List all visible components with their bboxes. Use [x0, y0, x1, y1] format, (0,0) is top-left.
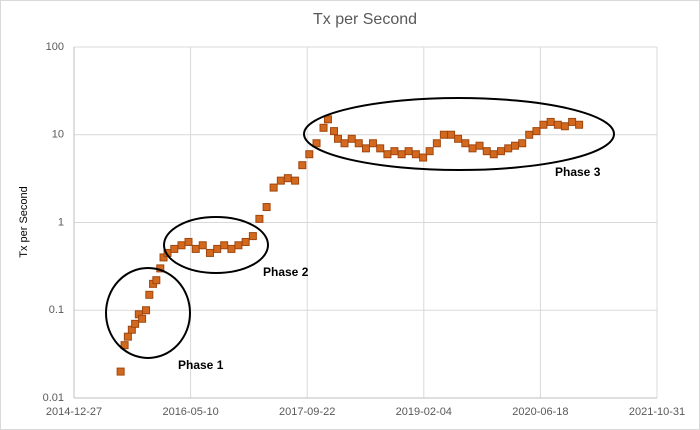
data-point — [323, 115, 332, 124]
data-point — [234, 241, 243, 250]
data-point — [454, 134, 463, 143]
data-point — [354, 139, 363, 148]
data-point — [145, 290, 154, 299]
data-point — [489, 150, 498, 159]
data-point — [546, 117, 555, 126]
data-point — [390, 147, 399, 156]
data-point — [123, 332, 132, 341]
chart-title: Tx per Second — [313, 11, 417, 28]
y-tick-label: 0.1 — [49, 304, 64, 316]
data-point — [496, 147, 505, 156]
data-point — [468, 144, 477, 153]
data-point — [568, 117, 577, 126]
data-point — [220, 241, 229, 250]
x-tick-label: 2020-06-18 — [512, 406, 568, 418]
data-point — [447, 130, 456, 139]
y-tick-label: 10 — [52, 129, 64, 141]
data-point — [397, 150, 406, 159]
data-point — [482, 147, 491, 156]
data-point — [269, 183, 278, 192]
phase-ellipse — [303, 97, 615, 171]
data-point — [248, 232, 257, 241]
data-point — [539, 120, 548, 129]
data-point — [198, 241, 207, 250]
data-point — [330, 127, 339, 136]
data-point — [340, 139, 349, 148]
data-point — [404, 147, 413, 156]
phase-ellipse — [163, 216, 269, 274]
data-point — [276, 176, 285, 185]
data-point — [262, 203, 271, 212]
data-point — [291, 176, 300, 185]
data-point — [553, 120, 562, 129]
data-point — [283, 174, 292, 183]
data-point — [510, 141, 519, 150]
data-point — [213, 244, 222, 253]
data-point — [368, 139, 377, 148]
data-point — [131, 319, 140, 328]
data-point — [439, 130, 448, 139]
data-point — [525, 130, 534, 139]
data-point — [177, 241, 186, 250]
x-tick-label: 2016-05-10 — [162, 406, 218, 418]
data-point — [560, 122, 569, 131]
data-point — [152, 276, 161, 285]
data-point — [116, 367, 125, 376]
annotation: Phase 3 — [555, 165, 601, 179]
data-point — [319, 123, 328, 132]
data-point — [376, 144, 385, 153]
data-point — [191, 244, 200, 253]
data-point — [312, 139, 321, 148]
x-tick-label: 2019-02-04 — [396, 406, 452, 418]
data-point — [504, 144, 513, 153]
y-tick-label: 0.01 — [43, 392, 64, 404]
data-point — [138, 314, 147, 323]
y-axis-label: Tx per Second — [18, 186, 30, 258]
data-point — [184, 237, 193, 246]
x-tick-label: 2017-09-22 — [279, 406, 335, 418]
data-point — [205, 248, 214, 257]
data-point — [419, 153, 428, 162]
data-point — [532, 127, 541, 136]
data-point — [411, 150, 420, 159]
data-point — [432, 139, 441, 148]
data-point — [475, 141, 484, 150]
annotation: Phase 1 — [178, 358, 224, 372]
y-tick-label: 1 — [58, 216, 64, 228]
x-tick-label: 2021-10-31 — [629, 406, 685, 418]
data-point — [347, 134, 356, 143]
x-tick-label: 2014-12-27 — [46, 406, 102, 418]
data-point — [170, 244, 179, 253]
data-point — [333, 134, 342, 143]
data-point — [241, 237, 250, 246]
data-point — [383, 150, 392, 159]
y-tick-label: 100 — [46, 41, 64, 53]
annotations — [105, 97, 615, 359]
data-point — [298, 161, 307, 170]
data-point — [461, 139, 470, 148]
data-point — [227, 244, 236, 253]
annotation: Phase 2 — [263, 265, 309, 279]
data-point — [518, 139, 527, 148]
data-point — [255, 214, 264, 223]
plot-area: 0.01 0.1 1 10 100 2014-12-27 2016-05-10 2017-09… — [43, 41, 686, 418]
data-point — [361, 144, 370, 153]
data-point — [425, 147, 434, 156]
phase-ellipse — [105, 267, 191, 359]
data-point — [142, 306, 151, 315]
data-point — [575, 120, 584, 129]
data-point — [305, 150, 314, 159]
data-point — [120, 341, 129, 350]
